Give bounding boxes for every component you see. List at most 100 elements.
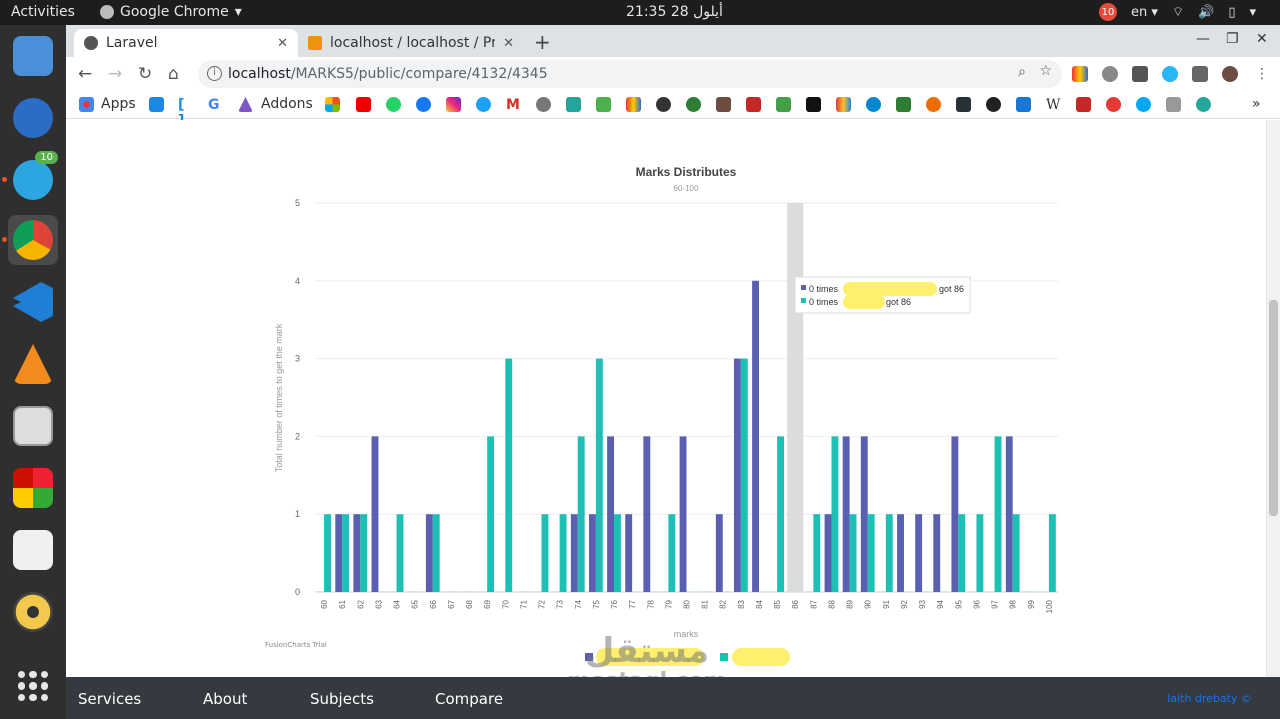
addons-icon[interactable] — [238, 97, 253, 112]
site-info-icon[interactable]: i — [207, 66, 222, 81]
bar-67-series2[interactable] — [450, 591, 458, 592]
bookmark-addons[interactable]: Addons — [261, 96, 313, 112]
bar-87-series1[interactable] — [806, 591, 814, 592]
battery-icon[interactable]: ▯ — [1228, 4, 1236, 20]
bar-74-series1[interactable] — [570, 514, 578, 592]
window-close-button[interactable]: ✕ — [1256, 31, 1268, 47]
back-button[interactable]: ← — [78, 64, 93, 84]
bar-98-series1[interactable] — [1005, 436, 1013, 592]
bar-62-series2[interactable] — [360, 514, 368, 592]
bar-64-series1[interactable] — [389, 591, 397, 592]
bar-92-series1[interactable] — [897, 514, 904, 592]
bar-89-series2[interactable] — [849, 514, 857, 592]
bar-79-series1[interactable] — [661, 591, 669, 592]
geeksforgeeks-icon[interactable] — [896, 97, 911, 112]
activities-button[interactable]: Activities — [11, 4, 75, 20]
tab-phpmyadmin[interactable]: localhost / localhost / Pro ✕ — [298, 29, 524, 57]
bar-96-series1[interactable] — [969, 591, 977, 592]
bar-69-series2[interactable] — [487, 436, 495, 592]
bookmark-gear-icon[interactable] — [536, 97, 551, 112]
app-menu[interactable]: Google Chrome ▾ — [100, 4, 242, 20]
w3schools-icon[interactable] — [596, 97, 611, 112]
bar-90-series2[interactable] — [867, 514, 875, 592]
volume-icon[interactable]: 🔊 — [1198, 4, 1215, 20]
bar-77-series1[interactable] — [625, 514, 633, 592]
bar-95-series1[interactable] — [951, 436, 959, 592]
instagram-icon[interactable] — [446, 97, 461, 112]
bar-99-series2[interactable] — [1030, 591, 1038, 592]
scrollbar-thumb[interactable] — [1269, 300, 1278, 516]
profile-avatar[interactable] — [1222, 66, 1238, 82]
bar-72-series1[interactable] — [534, 591, 542, 592]
bar-88-series2[interactable] — [831, 436, 839, 592]
bar-91-series1[interactable] — [878, 591, 886, 592]
page-scrollbar[interactable] — [1266, 120, 1280, 677]
language-indicator[interactable]: en ▾ — [1130, 4, 1158, 20]
dock-colors-app[interactable] — [8, 463, 58, 513]
maximize-button[interactable]: ❐ — [1226, 31, 1239, 47]
more-bookmarks-icon[interactable]: » — [1252, 96, 1261, 112]
reload-button[interactable]: ↻ — [138, 64, 153, 84]
bookmark-refresh-icon[interactable] — [1136, 97, 1151, 112]
dock-telegram[interactable]: 10 — [2, 151, 58, 205]
legend-series2-swatch[interactable] — [720, 653, 728, 661]
github-icon[interactable] — [986, 97, 1001, 112]
bookmark-w-icon[interactable] — [1016, 97, 1031, 112]
youtube-icon[interactable] — [356, 97, 371, 112]
bar-80-series1[interactable] — [679, 436, 687, 592]
bar-83-series1[interactable] — [733, 358, 741, 592]
bar-97-series1[interactable] — [987, 591, 995, 592]
bar-74-series2[interactable] — [577, 436, 585, 592]
notification-badge[interactable]: 10 — [1098, 3, 1117, 21]
bar-69-series1[interactable] — [480, 591, 488, 592]
bar-60-series1[interactable] — [317, 591, 325, 592]
dock-vscode[interactable] — [8, 277, 58, 327]
bar-75-series1[interactable] — [589, 514, 596, 592]
bar-92-series2[interactable] — [903, 591, 911, 592]
system-tray[interactable]: 10 en ▾ ⌔ 🔊 ▯ ▾ — [1098, 3, 1256, 21]
bookmark-bars-icon[interactable] — [836, 97, 851, 112]
bar-66-series1[interactable] — [425, 514, 433, 592]
address-bar[interactable]: i localhost/MARKS5/public/compare/4132/4… — [198, 60, 1062, 88]
bar-78-series2[interactable] — [650, 591, 658, 592]
dock-files[interactable] — [8, 31, 58, 81]
bookmark-globe-icon[interactable] — [656, 97, 671, 112]
bar-76-series2[interactable] — [614, 514, 621, 592]
bar-63-series1[interactable] — [371, 436, 379, 592]
home-button[interactable]: ⌂ — [168, 64, 179, 84]
bar-90-series1[interactable] — [860, 436, 868, 592]
bar-67-series1[interactable] — [444, 591, 451, 592]
nav-about[interactable]: About — [203, 690, 248, 708]
nav-services[interactable]: Services — [78, 690, 142, 708]
bar-82-series1[interactable] — [715, 514, 723, 592]
bar-66-series2[interactable] — [432, 514, 440, 592]
uva-icon[interactable] — [746, 97, 761, 112]
bar-91-series2[interactable] — [885, 514, 893, 592]
bar-100-series1[interactable] — [1042, 591, 1049, 592]
bar-70-series1[interactable] — [498, 591, 506, 592]
bookmark-feather-icon[interactable] — [1166, 97, 1181, 112]
bar-96-series2[interactable] — [976, 514, 984, 592]
wifi-icon[interactable]: ⌔ — [1171, 5, 1185, 20]
apps-grid-icon[interactable] — [79, 97, 94, 112]
author-credit[interactable]: laith drebaty © — [1167, 692, 1252, 705]
legend-series1-swatch[interactable] — [585, 653, 593, 661]
hackerrank-icon[interactable] — [686, 97, 701, 112]
bar-72-series2[interactable] — [541, 514, 549, 592]
bar-86-series1[interactable] — [788, 591, 796, 592]
bar-82-series2[interactable] — [722, 591, 730, 592]
facebook-icon[interactable] — [416, 97, 431, 112]
bookmark-a2-icon[interactable] — [806, 97, 821, 112]
dock-rhythmbox[interactable] — [8, 587, 58, 637]
bookmark-s-icon[interactable] — [866, 97, 881, 112]
bar-71-series2[interactable] — [523, 591, 531, 592]
extension-search-icon[interactable] — [1162, 66, 1178, 82]
bookmark-h-icon[interactable] — [956, 97, 971, 112]
forward-button[interactable]: → — [108, 64, 123, 84]
close-icon[interactable]: ✕ — [277, 35, 288, 51]
bookmark-brackets-icon[interactable]: [ ] — [178, 97, 185, 129]
bar-77-series2[interactable] — [632, 591, 640, 592]
bar-97-series2[interactable] — [994, 436, 1002, 592]
bar-80-series2[interactable] — [686, 591, 694, 592]
google-icon[interactable]: G — [208, 97, 220, 113]
